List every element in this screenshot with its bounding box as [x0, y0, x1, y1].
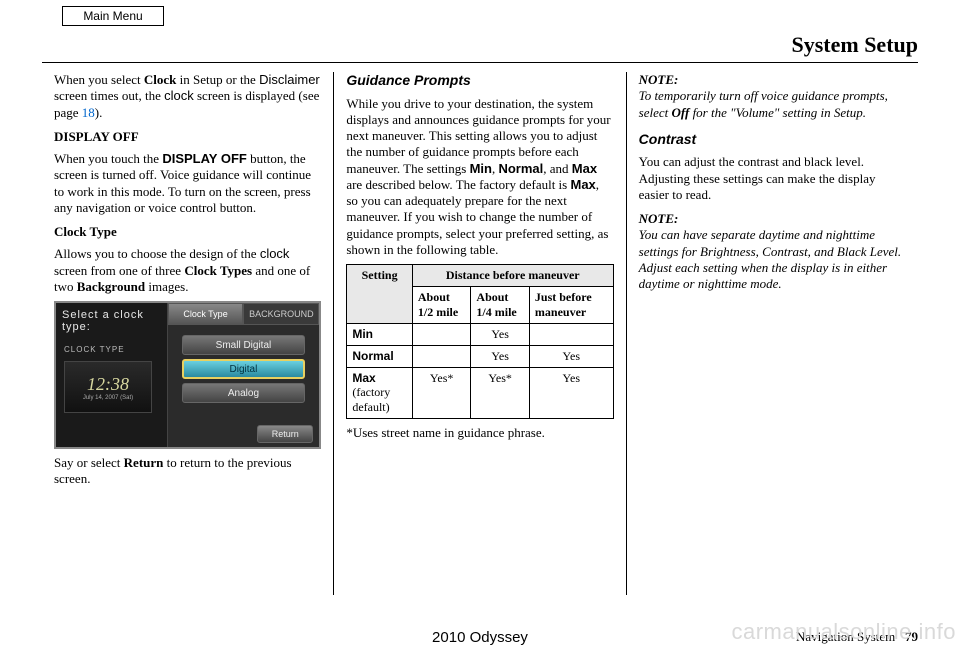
footer-model: 2010 Odyssey [42, 629, 918, 646]
page-title: System Setup [791, 32, 918, 58]
col2-p1: While you drive to your destination, the… [346, 96, 613, 259]
table-row: Normal Yes Yes [347, 346, 613, 368]
table-row: Max(factory default) Yes* Yes* Yes [347, 368, 613, 419]
col1-p3: Allows you to choose the design of the c… [54, 246, 321, 295]
page-link-18[interactable]: 18 [82, 105, 95, 120]
table-footnote: *Uses street name in guidance phrase. [346, 425, 613, 441]
th-sub2: About 1/4 mile [471, 287, 530, 324]
display-off-heading: DISPLAY OFF [54, 129, 321, 145]
main-menu-button[interactable]: Main Menu [62, 6, 164, 26]
col1-p1: When you select Clock in Setup or the Di… [54, 72, 321, 121]
tab-background[interactable]: BACKGROUND [243, 303, 319, 325]
tab-clock-type[interactable]: Clock Type [168, 303, 244, 325]
th-sub3: Just before maneuver [529, 287, 613, 324]
contrast-text: You can adjust the contrast and black le… [639, 154, 906, 203]
contrast-heading: Contrast [639, 131, 906, 149]
guidance-table: Setting Distance before maneuver About 1… [346, 264, 613, 419]
column-2: Guidance Prompts While you drive to your… [333, 72, 625, 595]
th-setting: Setting [347, 265, 413, 324]
option-digital[interactable]: Digital [182, 359, 306, 379]
clock-preview: 12:38 July 14, 2007 (Sat) [64, 361, 152, 413]
select-clock-label: Select a clock type: [62, 309, 161, 333]
option-analog[interactable]: Analog [182, 383, 306, 403]
table-row: Min Yes [347, 324, 613, 346]
col1-p2: When you touch the DISPLAY OFF button, t… [54, 151, 321, 216]
clock-type-heading: Clock Type [54, 224, 321, 240]
return-button[interactable]: Return [257, 425, 313, 443]
header-rule [42, 62, 918, 63]
guidance-heading: Guidance Prompts [346, 72, 613, 90]
clock-type-screenshot: Select a clock type: CLOCK TYPE 12:38 Ju… [54, 301, 321, 449]
option-small-digital[interactable]: Small Digital [182, 335, 306, 355]
th-distance: Distance before maneuver [412, 265, 613, 287]
content-columns: When you select Clock in Setup or the Di… [42, 72, 918, 595]
col1-p4: Say or select Return to return to the pr… [54, 455, 321, 488]
th-sub1: About 1/2 mile [412, 287, 471, 324]
note2: NOTE: You can have separate daytime and … [639, 211, 906, 292]
column-3: NOTE: To temporarily turn off voice guid… [626, 72, 918, 595]
column-1: When you select Clock in Setup or the Di… [42, 72, 333, 595]
page-footer: 2010 Odyssey Navigation System 79 [42, 629, 918, 645]
clock-type-label: CLOCK TYPE [64, 345, 125, 354]
note1: NOTE: To temporarily turn off voice guid… [639, 72, 906, 121]
